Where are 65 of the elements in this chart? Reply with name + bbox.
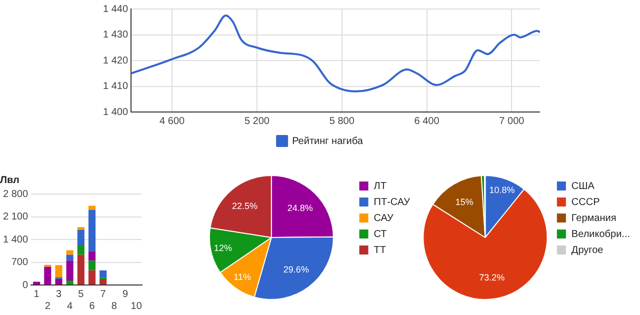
bar — [88, 206, 96, 210]
x-tick-label: 5 800 — [329, 116, 355, 127]
bar — [66, 280, 74, 284]
x-tick-label: 7 — [100, 288, 106, 300]
bar — [33, 282, 40, 284]
y-tick-label: 1 400 — [102, 106, 128, 118]
chart-title: Лвл — [0, 174, 20, 186]
bar — [77, 227, 84, 230]
legend-label: Рейтинг нагиба — [292, 136, 364, 147]
data-label: 10.8% — [489, 185, 515, 196]
bar — [55, 278, 62, 284]
y-tick-label: 2 800 — [2, 188, 28, 200]
bar — [44, 266, 52, 284]
y-tick-label: 0 — [22, 280, 28, 291]
bar — [66, 254, 74, 261]
data-label: 15% — [455, 196, 474, 207]
bar — [77, 245, 84, 255]
bar — [55, 265, 62, 278]
data-label: 29.6% — [283, 264, 309, 275]
y-tick-label: 1 410 — [102, 81, 128, 92]
bar — [77, 254, 84, 284]
x-tick-label: 7 000 — [499, 116, 525, 127]
bar — [88, 251, 96, 261]
y-tick-label: 1 400 — [2, 234, 28, 246]
data-label: 12% — [214, 242, 232, 253]
legend-label: США — [571, 180, 595, 192]
x-tick-label: 1 — [34, 288, 40, 300]
x-tick-label: 4 — [67, 300, 74, 312]
line-series — [131, 14, 540, 92]
legend-label: САУ — [374, 212, 394, 224]
y-tick-label: 1 440 — [102, 4, 128, 15]
legend-label: ЛТ — [374, 180, 386, 192]
data-label: 73.2% — [479, 272, 505, 282]
x-tick-label: 2 — [44, 300, 51, 312]
bar — [100, 270, 107, 278]
x-tick-label: 10 — [130, 300, 142, 312]
y-tick-label: 1 420 — [102, 55, 128, 66]
x-tick-label: 8 — [111, 300, 118, 312]
bar — [88, 210, 96, 252]
bar — [88, 260, 96, 270]
legend-label: СССР — [571, 196, 600, 208]
x-tick-label: 5 — [78, 288, 84, 300]
legend-label: Великобри... — [571, 228, 630, 240]
y-tick-label: 2 100 — [2, 212, 28, 222]
data-label: 22.5% — [232, 200, 258, 211]
x-tick-label: 3 — [56, 288, 62, 300]
y-tick-label: 1 430 — [102, 30, 128, 40]
legend-label: ТТ — [374, 244, 386, 256]
bar — [100, 279, 107, 284]
x-tick-label: 6 400 — [414, 116, 440, 127]
y-tick-label: 700 — [11, 257, 28, 268]
x-tick-label: 9 — [122, 288, 128, 300]
bar — [66, 260, 74, 280]
data-label: 24.8% — [287, 202, 313, 213]
legend-label: СТ — [374, 228, 387, 240]
bar — [77, 230, 84, 246]
bar — [88, 270, 96, 284]
legend-label: Германия — [571, 212, 616, 224]
legend-label: ПТ-САУ — [374, 196, 411, 208]
x-tick-label: 4 600 — [160, 116, 186, 127]
bar — [66, 250, 74, 255]
x-tick-label: 6 — [89, 300, 96, 312]
x-tick-label: 5 200 — [244, 116, 270, 127]
legend-label: Другое — [571, 244, 604, 256]
data-label: 11% — [234, 272, 252, 282]
